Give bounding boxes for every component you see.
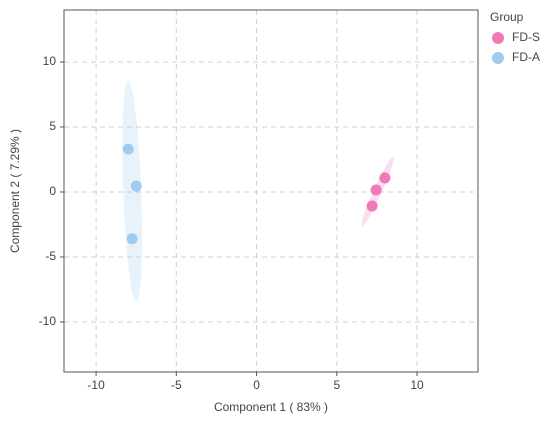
point: [370, 184, 382, 196]
x-axis-label: Component 1 ( 83% ): [214, 400, 328, 414]
point: [379, 172, 391, 184]
y-tick-label: 5: [49, 119, 56, 133]
x-tick-label: 10: [410, 378, 424, 392]
x-tick-label: -5: [171, 378, 182, 392]
legend-title: Group: [490, 10, 524, 24]
y-tick-label: 0: [49, 184, 56, 198]
legend-label: FD-S: [512, 30, 540, 44]
y-tick-label: 10: [43, 54, 57, 68]
y-tick-label: -10: [39, 314, 57, 328]
x-tick-label: 5: [333, 378, 340, 392]
legend-marker: [492, 32, 504, 44]
x-tick-label: -10: [87, 378, 105, 392]
confidence-ellipse: [122, 81, 142, 302]
legend-marker: [492, 52, 504, 64]
legend-label: FD-A: [512, 50, 540, 64]
point: [130, 180, 142, 192]
plot-frame: [63, 9, 479, 373]
y-tick-label: -5: [45, 249, 56, 263]
y-axis-label: Component 2 ( 7.29% ): [8, 129, 22, 253]
point: [122, 143, 134, 155]
point: [126, 233, 138, 245]
point: [366, 200, 378, 212]
x-tick-label: 0: [253, 378, 260, 392]
